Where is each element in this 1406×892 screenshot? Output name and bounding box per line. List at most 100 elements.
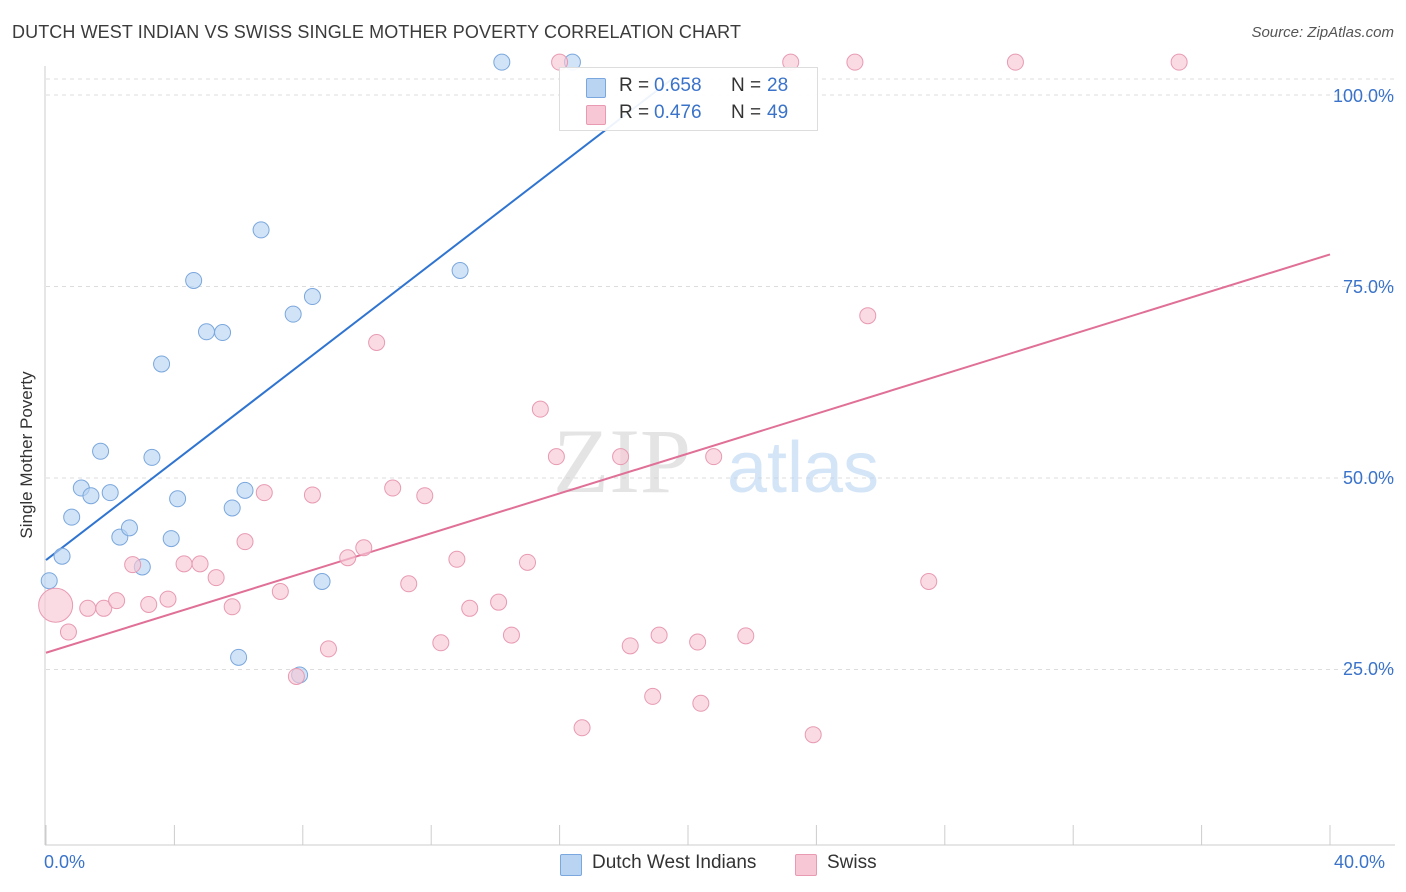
data-point-pink (355, 539, 373, 557)
data-point-pink (400, 575, 418, 593)
data-point-blue (63, 508, 81, 526)
data-point-blue (53, 547, 71, 565)
legend-r-label: R = (619, 102, 650, 123)
data-point-blue (198, 323, 215, 341)
source-label: Source: ZipAtlas.com (1251, 24, 1394, 41)
legend-r-value: 0.658 (654, 75, 702, 96)
data-point-pink (621, 637, 639, 655)
correlation-legend: R = 0.658 N = 28 R = 0.476 N = 49 (559, 67, 818, 131)
data-point-blue (82, 487, 100, 505)
data-point-pink (804, 726, 822, 744)
y-tick-label-25: 25.0% (1342, 659, 1394, 679)
data-point-blue (236, 481, 254, 499)
data-point-pink (175, 555, 193, 573)
legend-n-label: N = (731, 75, 762, 96)
data-point-pink (319, 640, 337, 658)
data-point-pink (108, 592, 126, 610)
data-point-pink (432, 634, 450, 652)
x-tick-label-min: 0.0% (44, 852, 86, 872)
data-point-blue (143, 448, 161, 466)
data-point-blue (120, 519, 138, 537)
data-point-pink (416, 487, 434, 505)
data-point-blue (451, 262, 469, 279)
data-point-pink (79, 599, 97, 617)
data-point-pink (920, 572, 938, 590)
data-point-pink (448, 550, 466, 568)
data-point-blue (169, 490, 187, 508)
series-label: Dutch West Indians (592, 852, 757, 873)
legend-swatch-blue (586, 78, 606, 98)
data-point-pink (502, 626, 520, 644)
x-tick-label-max: 40.0% (1334, 852, 1386, 872)
data-point-blue (252, 221, 270, 239)
data-point-blue (162, 530, 180, 548)
data-point-pink (461, 599, 479, 617)
data-point-pink (737, 627, 755, 645)
legend-r-value: 0.476 (654, 102, 702, 123)
legend-r-label: R = (619, 75, 650, 96)
series-label: Swiss (827, 852, 877, 873)
data-point-pink (859, 307, 877, 325)
data-point-pink (490, 593, 508, 611)
data-point-blue (303, 288, 321, 306)
data-point-pink (644, 687, 662, 705)
data-point-pink (223, 598, 241, 616)
data-point-blue (101, 484, 119, 502)
data-point-pink (95, 599, 113, 617)
watermark-atlas: atlas (727, 428, 879, 508)
data-point-pink (287, 667, 305, 685)
data-point-pink (846, 53, 864, 71)
data-point-pink (531, 400, 549, 418)
data-point-blue (214, 324, 232, 342)
data-point-blue (493, 53, 511, 71)
data-point-pink (384, 479, 402, 497)
data-point-blue (40, 572, 58, 590)
data-point-pink (689, 633, 707, 651)
data-point-pink (612, 448, 630, 466)
trend-line-blue (45, 78, 673, 561)
data-point-blue (284, 305, 302, 323)
data-point-pink (650, 626, 668, 644)
data-point-pink (1006, 53, 1024, 71)
axes (44, 66, 1395, 846)
data-point-pink (519, 553, 536, 571)
data-point-pink (547, 448, 565, 466)
data-point-pink (573, 719, 591, 737)
data-point-blue (185, 271, 203, 289)
y-tick-label-50: 50.0% (1342, 468, 1394, 488)
y-tick-label-75: 75.0% (1342, 277, 1394, 297)
series-swatch-blue (560, 854, 582, 876)
data-point-blue (153, 355, 171, 373)
y-axis-label: Single Mother Poverty (17, 371, 36, 539)
grid (46, 78, 1395, 670)
chart-title: DUTCH WEST INDIAN VS SWISS SINGLE MOTHER… (12, 22, 742, 42)
data-point-blue (230, 648, 248, 666)
data-point-pink (705, 448, 723, 466)
data-point-pink (59, 623, 77, 641)
data-point-blue (92, 442, 110, 460)
trend-line-pink (45, 253, 1331, 654)
data-point-pink (236, 533, 254, 551)
watermark: ZIPatlas (553, 410, 879, 512)
data-point-pink (1170, 53, 1188, 71)
y-tick-label-100: 100.0% (1332, 86, 1394, 106)
data-point-pink (124, 556, 142, 574)
data-point-pink (140, 595, 158, 613)
data-point-blue (223, 499, 241, 517)
legend-n-label: N = (731, 102, 762, 123)
data-point-pink (191, 555, 209, 573)
legend-swatch-pink (586, 105, 606, 125)
series-swatch-pink (795, 854, 817, 876)
data-point-pink (159, 590, 177, 608)
data-point-pink (692, 694, 710, 712)
legend-n-value: 28 (767, 75, 789, 96)
data-point-blue (313, 572, 331, 590)
data-points (38, 53, 1188, 744)
data-point-pink (368, 334, 386, 352)
data-point-pink (271, 582, 289, 600)
legend-n-value: 49 (767, 102, 789, 123)
data-point-pink (303, 486, 321, 504)
data-point-pink (38, 587, 74, 623)
data-point-pink (255, 484, 273, 502)
